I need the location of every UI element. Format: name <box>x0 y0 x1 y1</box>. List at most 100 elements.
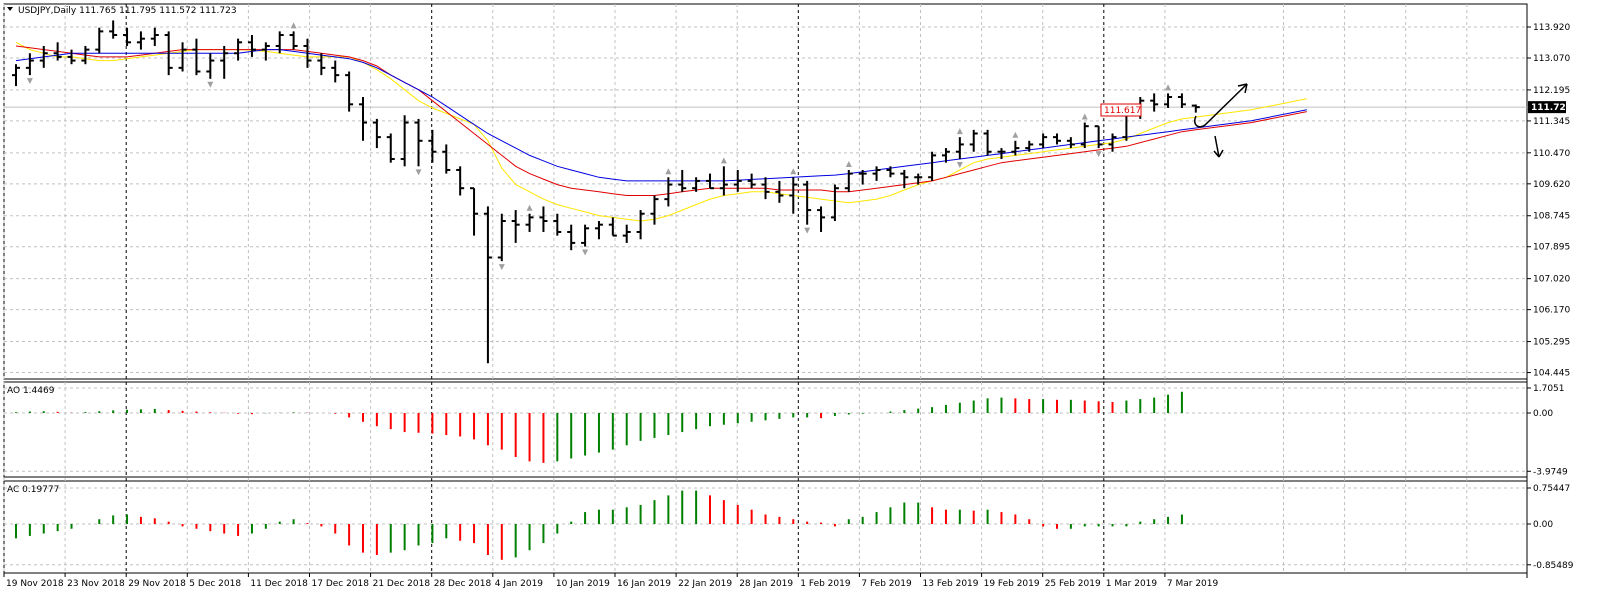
ohlc-bar <box>386 133 395 163</box>
ohlc-bar <box>123 27 132 46</box>
ohlc-bar <box>1108 133 1117 152</box>
ohlc-bar <box>289 31 298 50</box>
ohlc-bar <box>81 45 90 65</box>
ao-label: AO 1.4469 <box>7 386 55 396</box>
ohlc-bar <box>1066 137 1075 149</box>
price-tick-label: 112.195 <box>1533 86 1570 96</box>
time-tick-label: 19 Feb 2019 <box>984 579 1040 589</box>
ohlc-bar <box>331 60 340 83</box>
collapse-triangle-icon[interactable] <box>7 7 13 11</box>
moving-average-line-1 <box>15 45 1307 196</box>
time-tick-label: 16 Jan 2019 <box>617 579 671 589</box>
ohlc-bar <box>914 173 923 185</box>
price-tick-label: 108.745 <box>1533 212 1570 222</box>
ac-tick-label: 0.75447 <box>1533 484 1570 494</box>
fractal-down-icon <box>498 264 505 271</box>
time-tick-label: 19 Nov 2018 <box>6 579 64 589</box>
ao-tick-label: 0.00 <box>1533 409 1553 419</box>
ohlc-bar <box>900 169 909 189</box>
time-tick-label: 10 Jan 2019 <box>556 579 610 589</box>
fractal-down-icon <box>804 227 811 234</box>
ohlc-bar <box>1039 133 1048 149</box>
ohlc-bar <box>317 53 326 76</box>
price-tick-label: 111.345 <box>1533 117 1570 127</box>
ohlc-bar <box>136 31 145 50</box>
ohlc-bar <box>303 38 312 68</box>
fractal-up-icon <box>956 128 963 135</box>
pane-ao-frame <box>3 381 1528 478</box>
time-tick-label: 13 Feb 2019 <box>923 579 979 589</box>
ohlc-bar <box>539 206 548 232</box>
ohlc-bar <box>247 35 256 57</box>
ohlc-bar <box>525 213 534 232</box>
ohlc-bar <box>817 206 826 232</box>
ohlc-bar <box>12 64 20 87</box>
ac-label: AC 0.19777 <box>7 485 59 495</box>
ohlc-bar <box>650 195 659 225</box>
fractal-down-icon <box>582 249 589 256</box>
ohlc-bar <box>206 53 215 79</box>
time-tick-label: 5 Dec 2018 <box>189 579 241 589</box>
ohlc-bar <box>192 38 201 76</box>
ohlc-bar <box>636 210 645 240</box>
current-price-badge: 111.723 <box>1528 101 1572 114</box>
ohlc-bar <box>456 166 465 196</box>
ohlc-bar <box>692 177 701 192</box>
level-label-text: 111.617 <box>1104 106 1141 116</box>
ao-tick-label: -3.9749 <box>1533 467 1568 477</box>
fractal-up-icon <box>1012 131 1019 138</box>
time-tick-label: 22 Jan 2019 <box>678 579 732 589</box>
ohlc-bar <box>872 166 881 181</box>
ohlc-bar <box>775 180 784 203</box>
ohlc-bar <box>830 184 839 222</box>
ohlc-bar <box>1080 122 1089 149</box>
time-tick-label: 28 Dec 2018 <box>434 579 492 589</box>
time-tick-label: 11 Dec 2018 <box>250 579 308 589</box>
fractal-up-icon <box>720 157 727 164</box>
ohlc-bar <box>497 213 506 262</box>
ohlc-bar <box>803 180 812 225</box>
ohlc-bar <box>234 38 243 61</box>
down-arrow-head-icon <box>1213 149 1224 158</box>
ohlc-bar <box>53 42 62 61</box>
ohlc-bar <box>511 210 520 243</box>
ohlc-bar <box>747 173 756 189</box>
ohlc-bar <box>581 224 590 247</box>
price-tick-label: 110.470 <box>1533 149 1570 159</box>
ohlc-bar <box>275 31 284 54</box>
time-tick-label: 23 Nov 2018 <box>67 579 125 589</box>
price-tick-label: 104.445 <box>1533 369 1570 379</box>
ao-tick-label: 1.7051 <box>1533 384 1565 394</box>
moving-average-line-2 <box>15 49 1307 182</box>
ohlc-bar <box>706 173 714 190</box>
ohlc-bar <box>359 97 367 141</box>
ohlc-bar <box>886 166 895 178</box>
time-tick-label: 4 Jan 2019 <box>495 579 543 589</box>
fractal-up-icon <box>1081 113 1088 120</box>
ac-tick-label: -0.85489 <box>1533 561 1574 571</box>
symbol-header: USDJPY,Daily 111.765 111.795 111.572 111… <box>18 6 237 16</box>
ohlc-bar <box>733 169 742 192</box>
ohlc-bar <box>844 169 853 192</box>
ohlc-bar <box>622 224 631 243</box>
ohlc-bar <box>178 42 187 72</box>
ohlc-bar <box>941 148 950 163</box>
ohlc-bar <box>664 177 673 207</box>
ohlc-bar <box>483 206 492 364</box>
ohlc-bar <box>1177 93 1186 108</box>
ohlc-bar <box>594 221 603 240</box>
ohlc-bar <box>1011 140 1020 156</box>
fractal-up-icon <box>526 204 533 211</box>
time-tick-label: 21 Dec 2018 <box>373 579 431 589</box>
time-tick-label: 1 Mar 2019 <box>1106 579 1158 589</box>
price-tick-label: 109.620 <box>1533 180 1570 190</box>
ohlc-bar <box>1094 125 1103 149</box>
ohlc-bar <box>372 118 381 149</box>
ohlc-bar <box>150 27 159 46</box>
ohlc-bar <box>95 27 104 54</box>
fractal-down-icon <box>956 162 963 169</box>
fractal-down-icon <box>1095 151 1102 158</box>
ohlc-bar <box>400 115 409 167</box>
ohlc-bar <box>719 166 728 196</box>
